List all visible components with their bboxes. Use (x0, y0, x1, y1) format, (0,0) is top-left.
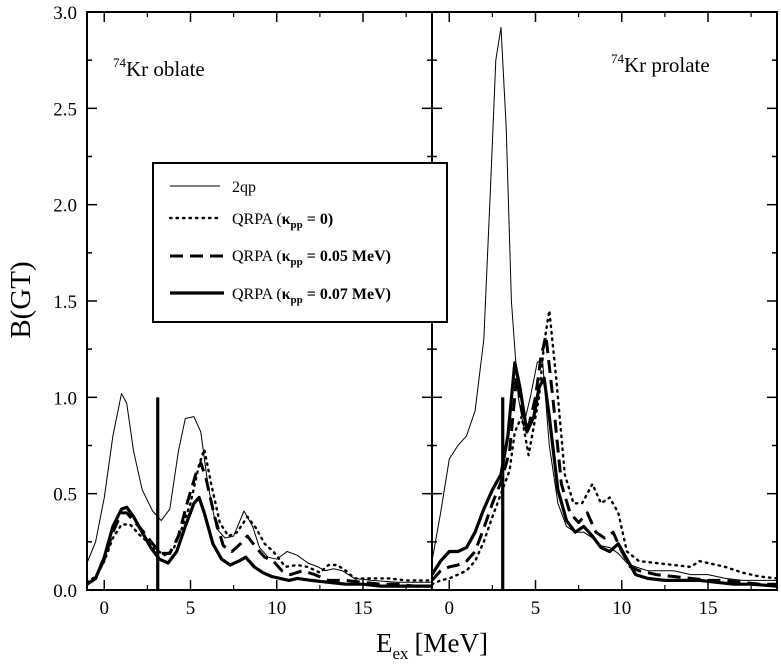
x-tick-labels: 0 5 10 15 0 5 10 15 (100, 598, 718, 619)
prolate-panel-title: 74Kr prolate (611, 51, 710, 77)
oblate-xtick-label-10: 10 (267, 598, 286, 619)
prolate-series-solid (432, 361, 777, 588)
oblate-xtick-label-0: 0 (100, 598, 110, 619)
prolate-xtick-label-5: 5 (531, 598, 541, 619)
x-axis-title-main: E (376, 628, 393, 658)
oblate-panel-title: 74Kr oblate (113, 55, 205, 81)
prolate-series-thin (432, 26, 777, 581)
oblate-plot-area (87, 393, 432, 590)
prolate-plot-area (432, 26, 777, 590)
legend-label-kpp-005: QRPA (κpp = 0.05 MeV) (232, 248, 391, 268)
oblate-xtick-label-15: 15 (354, 598, 373, 619)
oblate-title-text: Kr oblate (126, 57, 205, 81)
ytick-label-0.5: 0.5 (53, 485, 77, 506)
panel-oblate: 74Kr oblate (86, 11, 433, 591)
prolate-xtick-label-15: 15 (699, 598, 718, 619)
legend-label-2qp: 2qp (232, 179, 256, 196)
ytick-label-1.5: 1.5 (53, 292, 77, 313)
prolate-title-mass: 74 (611, 51, 625, 66)
y-axis-title: B(GT) (5, 261, 37, 338)
legend-label-kpp-0: QRPA (κpp = 0) (232, 211, 333, 231)
oblate-xtick-label-5: 5 (186, 598, 196, 619)
prolate-series-dashed (432, 334, 777, 586)
x-axis-title-sub: ex (392, 644, 409, 663)
ytick-label-0.0: 0.0 (53, 581, 77, 602)
legend: 2qp QRPA (κpp = 0) QRPA (κpp = 0.05 MeV)… (152, 162, 448, 323)
ytick-label-3.0: 3.0 (53, 3, 77, 24)
oblate-series-solid (87, 495, 432, 588)
prolate-title-text: Kr prolate (624, 53, 710, 77)
prolate-xtick-label-0: 0 (445, 598, 455, 619)
oblate-series-dotted (87, 448, 432, 584)
x-axis-title: Eex [MeV] (376, 628, 488, 663)
legend-box (152, 162, 448, 323)
prolate-xtick-label-10: 10 (612, 598, 631, 619)
ytick-label-2.0: 2.0 (53, 196, 77, 217)
legend-label-kpp-007: QRPA (κpp = 0.07 MeV) (232, 286, 391, 306)
oblate-series-dashed (87, 461, 432, 588)
oblate-title-mass: 74 (113, 55, 127, 70)
ytick-label-2.5: 2.5 (53, 99, 77, 120)
oblate-series-thin (87, 393, 432, 583)
prolate-series-dotted (432, 309, 777, 586)
prolate-frame (431, 11, 778, 591)
y-tick-labels: 0.0 0.5 1.0 1.5 2.0 2.5 3.0 (53, 3, 77, 602)
ytick-label-1.0: 1.0 (53, 388, 77, 409)
prolate-ticks (432, 11, 777, 591)
x-axis-title-unit: [MeV] (415, 628, 488, 658)
panel-prolate: 74Kr prolate (431, 11, 778, 591)
